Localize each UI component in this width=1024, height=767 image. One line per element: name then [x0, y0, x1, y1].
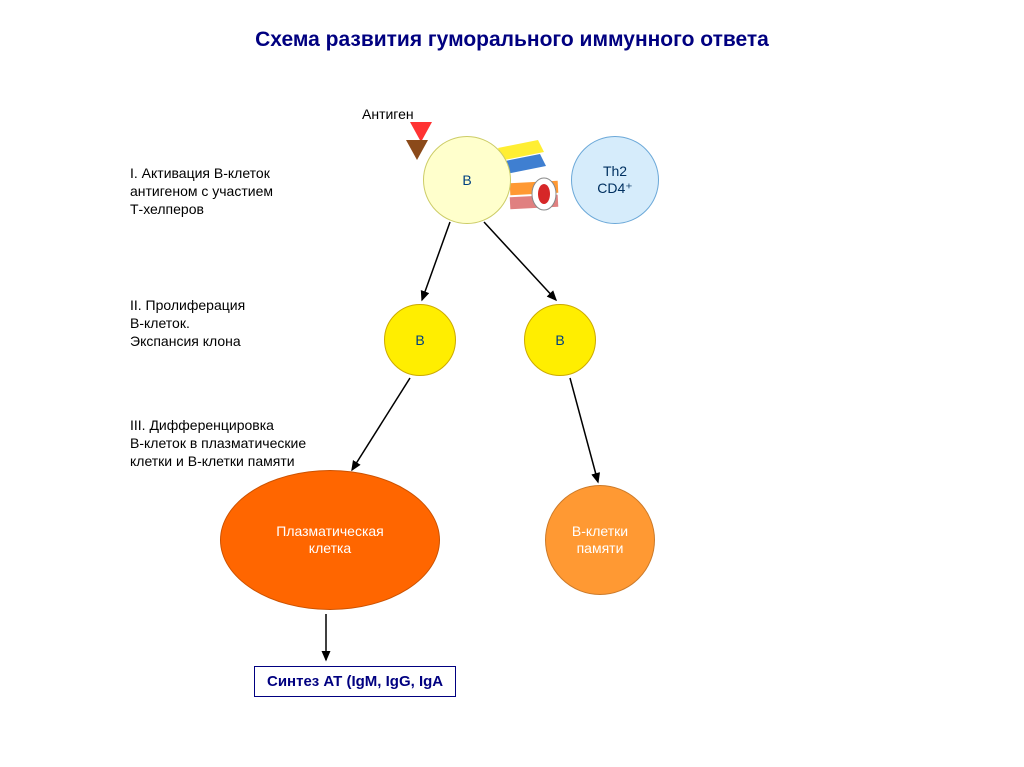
- stage-3-label: III. Дифференцировка В-клеток в плазмати…: [130, 416, 306, 471]
- b-cell-top: B: [423, 136, 511, 224]
- synthesis-box: Синтез AT (IgM, IgG, IgA: [254, 666, 456, 697]
- antigen-label: Антиген: [362, 106, 414, 122]
- b-cell-top-label: B: [462, 172, 471, 189]
- b-cell-right-label: B: [555, 332, 564, 349]
- b-cell-left-label: B: [415, 332, 424, 349]
- memory-b-cell-label: В-клетки памяти: [572, 523, 628, 557]
- memory-b-cell: В-клетки памяти: [545, 485, 655, 595]
- th2-cell-label: Th2 CD4⁺: [597, 163, 632, 197]
- stage-2-label: II. Пролиферация В-клеток. Экспансия кло…: [130, 296, 245, 351]
- b-cell-right: B: [524, 304, 596, 376]
- diagram-title: Схема развития гуморального иммунного от…: [0, 28, 1024, 52]
- stage-1-label: I. Активация В-клеток антигеном с участи…: [130, 164, 273, 219]
- b-cell-left: B: [384, 304, 456, 376]
- plasma-cell: Плазматическая клетка: [220, 470, 440, 610]
- diagram-svg: [0, 0, 1024, 767]
- plasma-cell-label: Плазматическая клетка: [276, 523, 384, 557]
- th2-cell: Th2 CD4⁺: [571, 136, 659, 224]
